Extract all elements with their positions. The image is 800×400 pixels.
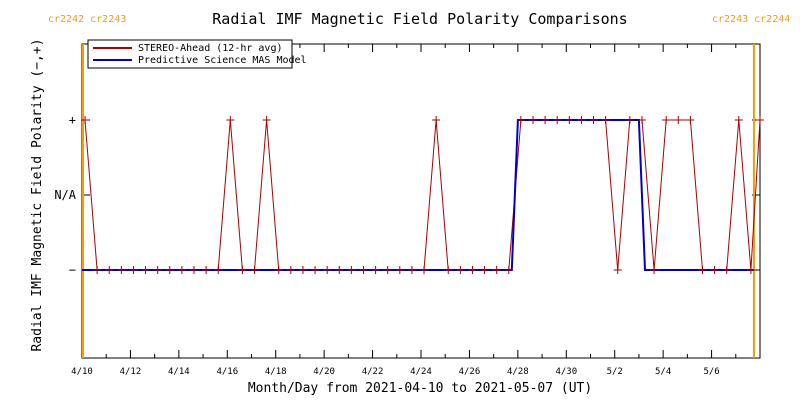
stereo-data-point [250, 266, 259, 274]
x-tick-label: 4/30 [555, 367, 577, 377]
stereo-data-point [165, 266, 174, 274]
stereo-data-point [347, 266, 356, 274]
stereo-data-point [117, 266, 126, 274]
stereo-data-point [553, 116, 562, 124]
carrington-label-right: cr2243 cr2244 [712, 14, 790, 25]
legend-entry-model: Predictive Science MAS Model [138, 55, 307, 66]
y-tick-label: − [69, 263, 76, 277]
x-tick-label: 4/16 [216, 367, 238, 377]
stereo-data-point [238, 266, 247, 274]
carrington-label-left: cr2242 cr2243 [48, 14, 126, 25]
stereo-data-point [407, 266, 416, 274]
stereo-data-point [93, 266, 102, 274]
stereo-data-point [420, 266, 429, 274]
stereo-data-point [141, 266, 150, 274]
stereo-data-point [480, 266, 489, 274]
carrington-markers [82, 44, 755, 358]
stereo-data-point [577, 116, 586, 124]
stereo-data-point [541, 116, 550, 124]
x-tick-label: 4/28 [507, 367, 529, 377]
x-tick-label: 4/24 [410, 367, 432, 377]
x-tick-label: 5/4 [655, 367, 671, 377]
stereo-data-point [528, 116, 537, 124]
stereo-data-point [444, 266, 453, 274]
chart-title: Radial IMF Magnetic Field Polarity Compa… [212, 10, 627, 28]
stereo-data-point [613, 266, 622, 274]
stereo-data-point [662, 116, 671, 124]
series-line-stereo [84, 119, 761, 271]
x-tick-label: 4/12 [120, 367, 142, 377]
stereo-data-point [625, 116, 634, 124]
stereo-data-point [756, 116, 764, 124]
stereo-data-point [323, 266, 332, 274]
stereo-data-point [105, 266, 114, 274]
legend-box [87, 39, 293, 69]
x-tick-label: 5/2 [607, 367, 623, 377]
stereo-data-point [565, 116, 574, 124]
stereo-data-point [746, 266, 755, 274]
stereo-data-point [81, 116, 90, 124]
stereo-data-point [262, 116, 271, 124]
stereo-data-point [504, 266, 513, 274]
y-tick-label: + [69, 113, 76, 127]
stereo-data-point [359, 266, 368, 274]
plot-frame [81, 43, 761, 359]
series-lines [82, 119, 761, 271]
x-tick-label: 4/20 [313, 367, 335, 377]
stereo-data-point [202, 266, 211, 274]
stereo-data-point [274, 266, 283, 274]
stereo-data-point [311, 266, 320, 274]
stereo-data-point [734, 116, 743, 124]
stereo-data-point [129, 266, 138, 274]
stereo-data-point [698, 266, 707, 274]
stereo-data-point [226, 116, 235, 124]
series-line-model [82, 119, 754, 271]
stereo-data-point [637, 116, 646, 124]
legend-entry-stereo: STEREO-Ahead (12-hr avg) [138, 43, 283, 54]
x-tick-label: 4/26 [459, 367, 481, 377]
x-axis-label: Month/Day from 2021-04-10 to 2021-05-07 … [248, 381, 592, 396]
stereo-data-point [395, 266, 404, 274]
y-tick-label: N/A [54, 188, 76, 202]
x-tick-label: 4/10 [71, 367, 93, 377]
stereo-data-point [589, 116, 598, 124]
stereo-data-point [601, 116, 610, 124]
stereo-data-point [492, 266, 501, 274]
stereo-data-point [432, 116, 441, 124]
stereo-data-point [177, 266, 186, 274]
stereo-data-point [516, 116, 525, 124]
x-tick-label: 5/6 [703, 367, 719, 377]
stereo-data-point [371, 266, 380, 274]
stereo-data-point [674, 116, 683, 124]
stereo-data-point [722, 266, 731, 274]
stereo-data-point [383, 266, 392, 274]
x-tick-label: 4/14 [168, 367, 190, 377]
data-markers [81, 116, 764, 274]
stereo-data-point [189, 266, 198, 274]
stereo-data-point [298, 266, 307, 274]
axis-ticks: 4/10 4/12 4/14 4/16 4/18 4/20 4/22 4/24 4/26 4/28… [54, 44, 761, 377]
x-tick-label: 4/18 [265, 367, 287, 377]
legend: STEREO-Ahead (12-hr avg) Predictive Scie… [87, 39, 307, 69]
stereo-data-point [710, 266, 719, 274]
stereo-data-point [214, 266, 223, 274]
y-axis-label: Radial IMF Magnetic Field Polarity (−,+) [30, 38, 45, 351]
stereo-data-point [153, 266, 162, 274]
x-tick-label: 4/22 [362, 367, 384, 377]
stereo-data-point [456, 266, 465, 274]
stereo-data-point [686, 116, 695, 124]
stereo-data-point [468, 266, 477, 274]
stereo-data-point [286, 266, 295, 274]
stereo-data-point [335, 266, 344, 274]
stereo-data-point [650, 266, 659, 274]
